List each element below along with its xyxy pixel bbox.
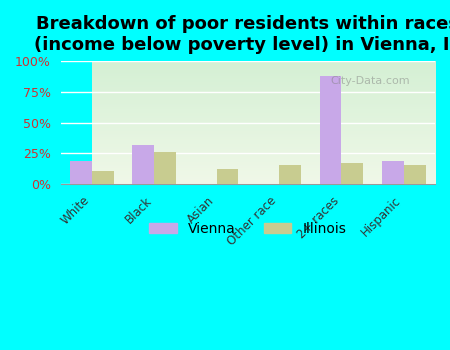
Bar (382, 161, 404, 184)
Bar (279, 164, 301, 184)
Legend: Vienna, Illinois: Vienna, Illinois (144, 216, 352, 242)
Bar (320, 76, 342, 184)
Bar (92, 171, 114, 184)
Text: City-Data.com: City-Data.com (330, 76, 410, 86)
Bar (132, 145, 154, 184)
Bar (216, 169, 238, 184)
Bar (154, 152, 176, 184)
Bar (404, 164, 426, 184)
Bar (70, 161, 92, 184)
Title: Breakdown of poor residents within races
(income below poverty level) in Vienna,: Breakdown of poor residents within races… (34, 15, 450, 54)
Bar (342, 163, 363, 184)
